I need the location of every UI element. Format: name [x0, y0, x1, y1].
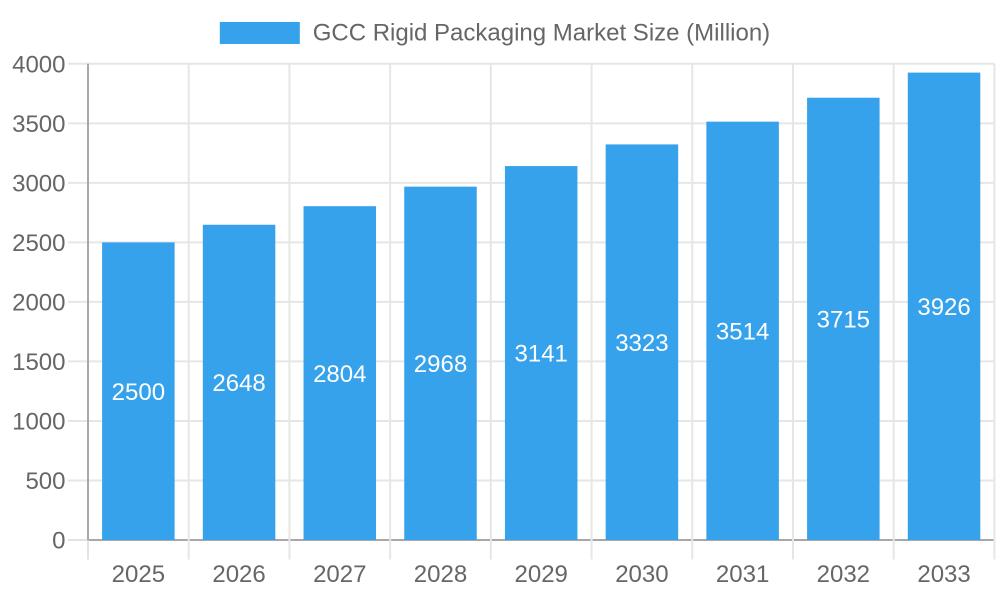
svg-text:3514: 3514	[716, 319, 769, 346]
svg-text:2000: 2000	[12, 290, 65, 317]
svg-text:2029: 2029	[515, 561, 568, 588]
svg-text:3715: 3715	[817, 307, 870, 334]
svg-text:2031: 2031	[716, 561, 769, 588]
svg-text:500: 500	[25, 468, 65, 495]
svg-text:2032: 2032	[817, 561, 870, 588]
svg-text:2500: 2500	[12, 230, 65, 257]
svg-text:3000: 3000	[12, 171, 65, 198]
svg-text:2968: 2968	[414, 351, 467, 378]
svg-text:3500: 3500	[12, 111, 65, 138]
svg-text:2025: 2025	[112, 561, 165, 588]
svg-text:2027: 2027	[313, 561, 366, 588]
svg-text:2648: 2648	[212, 370, 265, 397]
svg-text:2500: 2500	[112, 379, 165, 406]
svg-text:2026: 2026	[212, 561, 265, 588]
svg-text:3323: 3323	[615, 330, 668, 357]
svg-text:1500: 1500	[12, 349, 65, 376]
svg-text:2033: 2033	[917, 561, 970, 588]
svg-text:2028: 2028	[414, 561, 467, 588]
svg-text:2030: 2030	[615, 561, 668, 588]
svg-text:0: 0	[52, 528, 65, 555]
svg-text:1000: 1000	[12, 409, 65, 436]
svg-text:2804: 2804	[313, 361, 366, 388]
svg-text:4000: 4000	[12, 52, 65, 79]
svg-text:3926: 3926	[917, 294, 970, 321]
svg-text:3141: 3141	[515, 341, 568, 368]
svg-text:GCC Rigid Packaging Market Siz: GCC Rigid Packaging Market Size (Million…	[313, 19, 770, 46]
